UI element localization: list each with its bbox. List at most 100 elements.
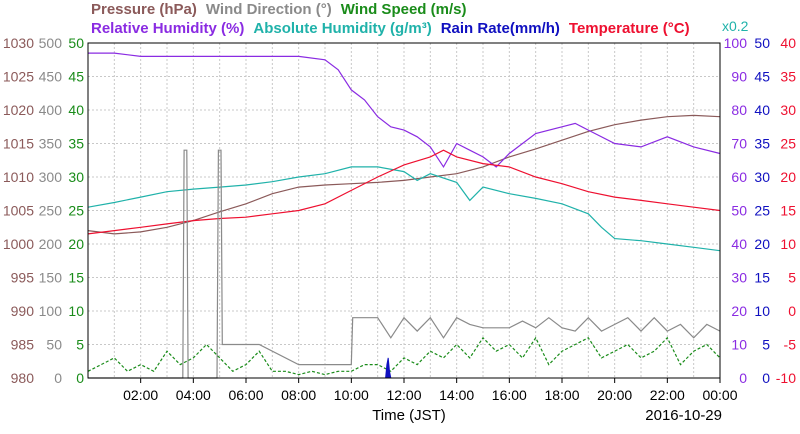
right-tick-label: 30 (754, 169, 770, 185)
right-tick-label: 25 (780, 136, 796, 152)
series-layer (87, 52, 721, 379)
left-tick-label: 40 (68, 102, 84, 118)
left-tick-label: 20 (68, 236, 84, 252)
right-tick-label: 5 (762, 337, 770, 353)
legend-entry: Pressure (hPa) (91, 1, 197, 18)
right-tick-label: 10 (754, 303, 770, 319)
right-tick-label: 25 (754, 203, 770, 219)
right-tick-label: 35 (780, 69, 796, 85)
legend-entry: Temperature (°C) (569, 20, 690, 37)
series-absolute-humidity-g-m (87, 166, 721, 252)
left-tick-label: 1000 (3, 236, 34, 252)
x-tick-label: 08:00 (281, 387, 316, 403)
left-tick-label: 150 (39, 270, 63, 286)
right-tick-label: 40 (731, 236, 747, 252)
right-tick-label: 30 (780, 102, 796, 118)
left-tick-label: 30 (68, 169, 84, 185)
right-tick-label: 40 (780, 35, 796, 51)
right-tick-label: 15 (754, 270, 770, 286)
right-tick-label: 100 (724, 35, 748, 51)
left-tick-label: 1010 (3, 169, 34, 185)
right-tick-label: 0 (762, 370, 770, 386)
right-tick-label: 80 (731, 102, 747, 118)
left-tick-label: 15 (68, 270, 84, 286)
right-tick-label: 60 (731, 169, 747, 185)
plot-frame (87, 42, 721, 379)
right-tick-label: 5 (788, 270, 796, 286)
left-tick-label: 400 (39, 102, 63, 118)
left-tick-label: 250 (39, 203, 63, 219)
right-tick-label: 40 (754, 102, 770, 118)
left-tick-label: 980 (11, 370, 35, 386)
left-tick-label: 350 (39, 136, 63, 152)
left-tick-label: 0 (54, 370, 62, 386)
x-axis: 02:00 04:00 06:00 08:00 10:00 12:00 14:00 16:00… (123, 378, 738, 403)
left-tick-label: 985 (11, 337, 35, 353)
legend: Pressure (hPa) Wind Direction (°) Wind Spe… (91, 1, 690, 37)
right-tick-label: 10 (780, 236, 796, 252)
right-tick-label: 30 (731, 270, 747, 286)
left-tick-label: 1015 (3, 136, 34, 152)
right-tick-label: 50 (731, 203, 747, 219)
right-tick-label: 35 (754, 136, 770, 152)
right-tick-label: 20 (754, 236, 770, 252)
right-tick-label: 45 (754, 69, 770, 85)
right-tick-label: 10 (731, 337, 747, 353)
x-tick-label: 18:00 (544, 387, 579, 403)
right-tick-label: -5 (784, 337, 797, 353)
left-tick-label: 300 (39, 169, 63, 185)
left-tick-label: 0 (76, 370, 84, 386)
x-tick-label: 14:00 (439, 387, 474, 403)
right-tick-label: -10 (776, 370, 796, 386)
x-tick-label: 20:00 (597, 387, 632, 403)
x-tick-label: 06:00 (228, 387, 263, 403)
series-wind-direction (88, 149, 721, 379)
left-axes: 1030102510201015101010051000995990985980… (3, 35, 84, 386)
grid (88, 42, 720, 379)
rain-scale-note: x0.2 (722, 18, 749, 34)
date-label: 2016-10-29 (645, 407, 722, 424)
x-tick-label: 22:00 (650, 387, 685, 403)
legend-entry: Wind Speed (m/s) (341, 1, 467, 18)
left-tick-label: 450 (39, 69, 63, 85)
left-tick-label: 10 (68, 303, 84, 319)
left-tick-label: 100 (39, 303, 63, 319)
x-tick-label: 02:00 (123, 387, 158, 403)
x-tick-label: 16:00 (492, 387, 527, 403)
left-tick-label: 50 (68, 35, 84, 51)
left-tick-label: 25 (68, 203, 84, 219)
series-relative-humidity (88, 52, 721, 169)
left-tick-label: 200 (39, 236, 63, 252)
right-axes: 1009080706050403020100504540353025201510… (724, 35, 797, 386)
x-tick-label: 04:00 (176, 387, 211, 403)
left-tick-label: 995 (11, 270, 35, 286)
x-tick-label: 00:00 (702, 387, 737, 403)
left-tick-label: 5 (76, 337, 84, 353)
x-axis-title: Time (JST) (372, 407, 446, 424)
left-tick-label: 990 (11, 303, 35, 319)
right-tick-label: 90 (731, 69, 747, 85)
right-tick-label: 50 (754, 35, 770, 51)
right-tick-label: 0 (739, 370, 747, 386)
series-temperature-c (87, 149, 721, 235)
right-tick-label: 70 (731, 136, 747, 152)
left-tick-label: 35 (68, 136, 84, 152)
left-tick-label: 1025 (3, 69, 34, 85)
right-tick-label: 15 (780, 203, 796, 219)
legend-entry: Relative Humidity (%) (91, 20, 244, 37)
legend-entry: Rain Rate(mm/h) (441, 20, 560, 37)
right-tick-label: 20 (731, 303, 747, 319)
left-tick-label: 1020 (3, 102, 34, 118)
right-tick-label: 20 (780, 169, 796, 185)
legend-entry: Absolute Humidity (g/m³) (253, 20, 431, 37)
left-tick-label: 1030 (3, 35, 34, 51)
x-tick-label: 12:00 (386, 387, 421, 403)
series-rain-rate (385, 357, 392, 379)
left-tick-label: 500 (39, 35, 63, 51)
series-wind-speed-m-s (87, 336, 721, 376)
legend-entry: Wind Direction (°) (206, 1, 332, 18)
left-tick-label: 45 (68, 69, 84, 85)
x-tick-label: 10:00 (334, 387, 369, 403)
left-tick-label: 1005 (3, 203, 34, 219)
